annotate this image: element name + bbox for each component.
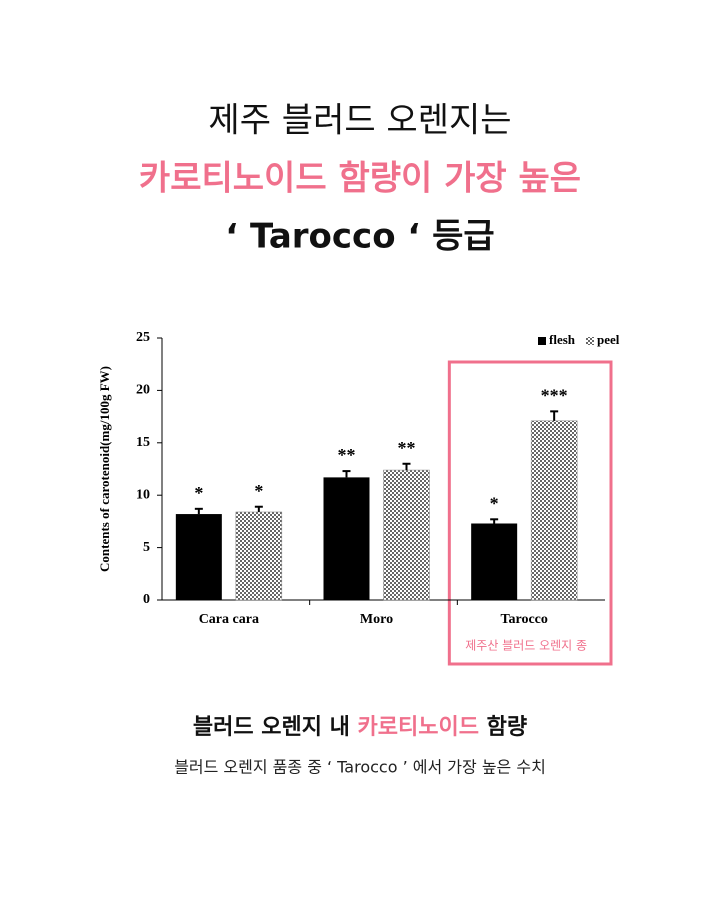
headline-line: ‘ Tarocco ‘ 등급 xyxy=(225,217,494,257)
y-tick-label: 15 xyxy=(136,435,150,450)
significance-label: * xyxy=(254,481,263,501)
bar xyxy=(383,469,430,601)
legend-swatch xyxy=(538,337,546,345)
bar xyxy=(471,523,518,600)
legend-label: flesh xyxy=(549,332,576,347)
y-tick-label: 25 xyxy=(136,330,150,345)
y-tick-label: 5 xyxy=(143,540,150,555)
caption-part: 블러드 오렌지 내 xyxy=(193,715,358,740)
chart: 제주산 블러드 오렌지 종 0 5 10 15 20 25 Contents of carot… xyxy=(97,330,620,666)
significance-label: * xyxy=(490,493,499,513)
highlight-box xyxy=(447,360,613,666)
significance-label: ** xyxy=(398,438,416,458)
significance-label: *** xyxy=(541,385,568,405)
caption-part: 카로티노이드 xyxy=(358,715,479,740)
legend-label: peel xyxy=(597,332,620,347)
y-tick-label: 20 xyxy=(136,383,150,398)
x-tick-label: Moro xyxy=(360,612,393,627)
headline-line: 제주 블러드 오렌지는 xyxy=(208,101,511,141)
bar xyxy=(175,514,222,600)
headline-line: 카로티노이드 함량이 가장 높은 xyxy=(139,159,581,199)
y-tick-label: 0 xyxy=(143,592,150,607)
bar xyxy=(530,420,578,601)
x-tick-label: Cara cara xyxy=(199,612,259,627)
bar xyxy=(323,477,370,600)
significance-label: * xyxy=(194,483,203,503)
x-tick-label: Tarocco xyxy=(500,612,547,627)
y-tick-label: 10 xyxy=(136,487,150,502)
highlight-label: 제주산 블러드 오렌지 종 xyxy=(465,639,587,653)
legend-swatch xyxy=(586,337,594,345)
caption-title: 블러드 오렌지 내 카로티노이드 함량 xyxy=(193,715,527,740)
caption-subtitle: 블러드 오렌지 품종 중 ‘ Tarocco ’ 에서 가장 높은 수치 xyxy=(174,758,546,777)
bar xyxy=(235,511,283,601)
significance-label: ** xyxy=(338,445,356,465)
y-axis-label: Contents of carotenoid(mg/100g FW) xyxy=(97,366,112,572)
caption-part: 함량 xyxy=(479,715,527,740)
